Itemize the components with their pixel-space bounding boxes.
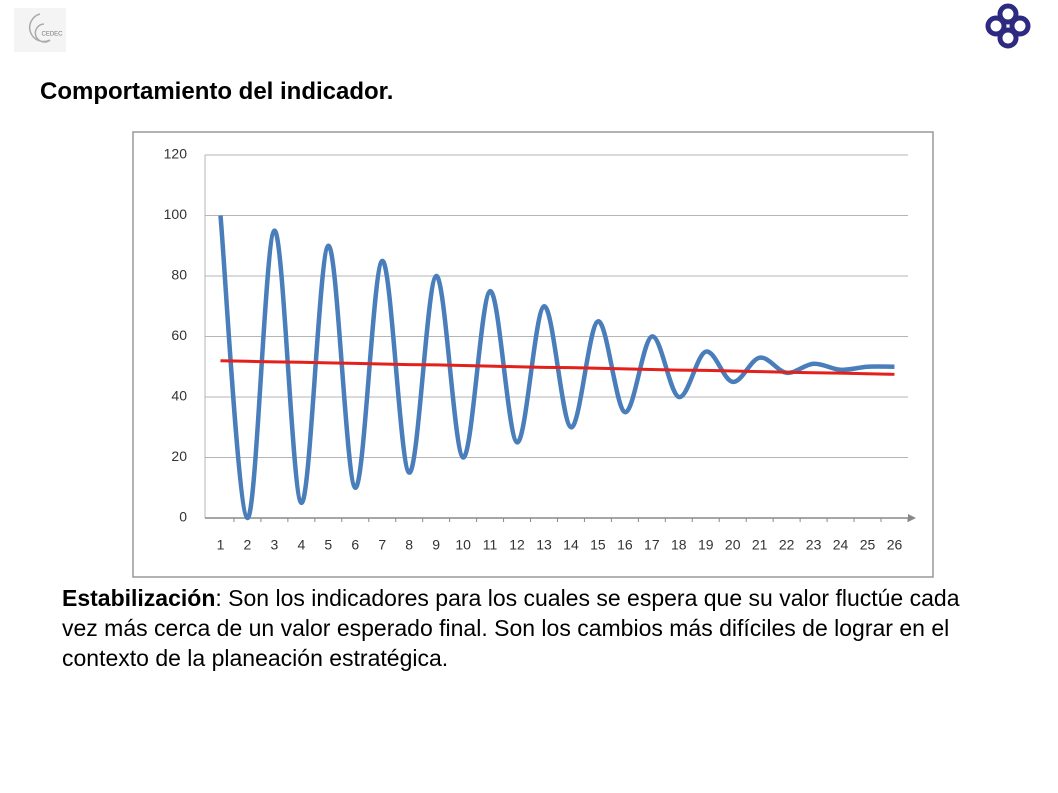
logo-bg (14, 8, 66, 52)
logo-ring (985, 15, 1007, 37)
term: Estabilización (62, 585, 216, 611)
x-tick-label: 26 (887, 537, 903, 553)
series-line (220, 359, 895, 376)
x-tick-label: 8 (405, 537, 413, 553)
y-tick-label: 0 (179, 509, 187, 525)
x-tick-label: 20 (725, 537, 741, 553)
x-tick-label: 15 (590, 537, 606, 553)
x-tick-label: 22 (779, 537, 795, 553)
x-tick-label: 13 (536, 537, 552, 553)
logo-ring (997, 27, 1019, 49)
y-tick-label: 60 (171, 327, 187, 343)
x-tick-label: 7 (378, 537, 386, 553)
x-tick-label: 4 (297, 537, 305, 553)
x-tick-label: 19 (698, 537, 714, 553)
x-tick-label: 14 (563, 537, 579, 553)
x-tick-label: 18 (671, 537, 687, 553)
y-tick-label: 100 (164, 206, 188, 222)
logo-ring (997, 3, 1019, 25)
x-tick-label: 16 (617, 537, 633, 553)
x-tick-label: 23 (806, 537, 822, 553)
logo-ring (1009, 15, 1031, 37)
logo-text: CEDEC (41, 32, 63, 38)
x-tick-label: 12 (509, 537, 525, 553)
logo-swirl (28, 13, 51, 43)
x-tick-label: 6 (351, 537, 359, 553)
series-line (218, 215, 895, 521)
y-tick-label: 40 (171, 388, 187, 404)
heading: Comportamiento del indicador. (40, 78, 394, 105)
x-tick-label: 5 (324, 537, 332, 553)
paragraph: Estabilización: Son los indicadores para… (62, 583, 992, 673)
x-tick-label: 25 (860, 537, 876, 553)
x-tick-label: 24 (833, 537, 849, 553)
paragraph-text: : Son los indicadores para los cuales se… (62, 585, 960, 671)
x-tick-label: 2 (244, 537, 252, 553)
x-tick-label: 10 (455, 537, 471, 553)
y-tick-label: 120 (164, 146, 188, 162)
logo-right (985, 3, 1031, 49)
x-tick-label: 9 (432, 537, 440, 553)
x-tick-label: 1 (217, 537, 225, 553)
y-tick-label: 80 (171, 267, 187, 283)
y-tick-label: 20 (171, 448, 187, 464)
logo-left: CEDEC (14, 8, 66, 52)
x-axis-arrow (908, 514, 916, 522)
x-tick-label: 3 (271, 537, 279, 553)
x-tick-label: 11 (483, 537, 498, 553)
x-tick-label: 17 (644, 537, 660, 553)
x-tick-label: 21 (752, 537, 768, 553)
